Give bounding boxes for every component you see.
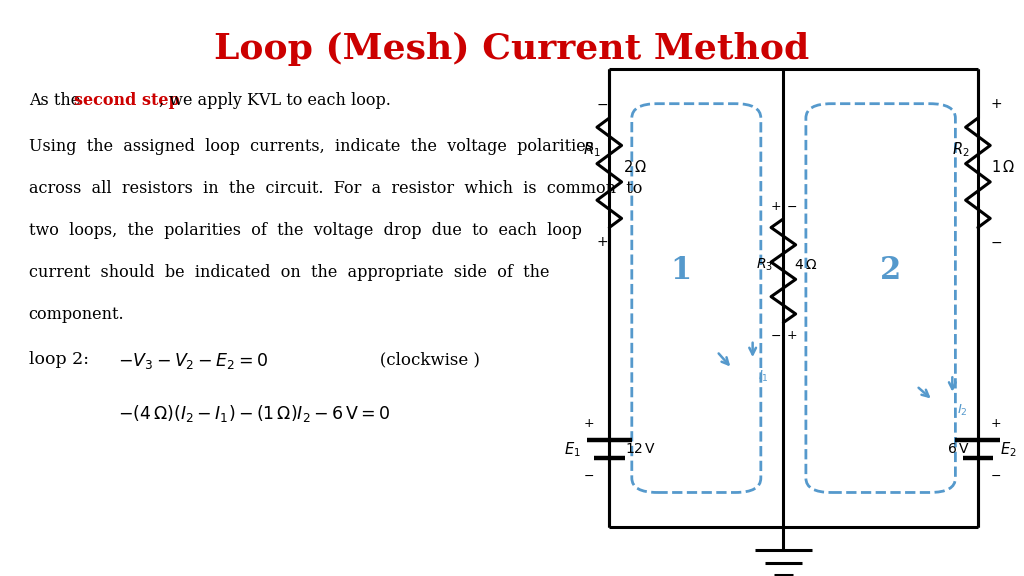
Text: $6\,\mathrm{V}$: $6\,\mathrm{V}$ xyxy=(947,442,970,456)
Text: $E_2$: $E_2$ xyxy=(1000,440,1017,458)
Text: $+$: $+$ xyxy=(584,417,594,430)
Text: $-$: $-$ xyxy=(584,469,594,482)
Text: $4\,\Omega$: $4\,\Omega$ xyxy=(794,258,817,272)
Text: across  all  resistors  in  the  circuit.  For  a  resistor  which  is  common  : across all resistors in the circuit. For… xyxy=(29,180,642,198)
Text: 2: 2 xyxy=(881,255,901,286)
Text: $-$: $-$ xyxy=(596,97,608,111)
Text: component.: component. xyxy=(29,306,124,324)
Text: $E_1$: $E_1$ xyxy=(564,440,581,458)
Text: $I_1$: $I_1$ xyxy=(758,369,769,384)
Text: $-$: $-$ xyxy=(990,469,1001,482)
Text: $-V_3 - V_2 - E_2 = 0$: $-V_3 - V_2 - E_2 = 0$ xyxy=(118,351,267,372)
Text: (clockwise ): (clockwise ) xyxy=(364,351,479,369)
Text: $I_2$: $I_2$ xyxy=(957,403,969,418)
Text: $-(4\,\Omega)(I_2 - I_1) - (1\,\Omega)I_2 - 6\,\mathrm{V} = 0$: $-(4\,\Omega)(I_2 - I_1) - (1\,\Omega)I_… xyxy=(118,403,390,424)
Text: current  should  be  indicated  on  the  appropriate  side  of  the: current should be indicated on the appro… xyxy=(29,264,549,282)
Text: $1\,\Omega$: $1\,\Omega$ xyxy=(991,159,1016,175)
Text: $-$: $-$ xyxy=(770,329,780,342)
Text: $+$: $+$ xyxy=(596,235,608,249)
Text: $R_1$: $R_1$ xyxy=(584,141,601,159)
Text: loop 2:: loop 2: xyxy=(29,351,89,369)
Text: $+$: $+$ xyxy=(990,97,1002,111)
Text: As the: As the xyxy=(29,92,85,109)
Text: $R_2$: $R_2$ xyxy=(952,141,970,159)
Text: $2\,\Omega$: $2\,\Omega$ xyxy=(623,159,647,175)
Text: $+$: $+$ xyxy=(770,200,780,213)
Text: 1: 1 xyxy=(671,255,691,286)
Text: Using  the  assigned  loop  currents,  indicate  the  voltage  polarities: Using the assigned loop currents, indica… xyxy=(29,138,594,156)
Text: two  loops,  the  polarities  of  the  voltage  drop  due  to  each  loop: two loops, the polarities of the voltage… xyxy=(29,222,582,240)
Text: $-$: $-$ xyxy=(786,200,797,213)
Text: $R_3$: $R_3$ xyxy=(756,257,773,273)
Text: $+$: $+$ xyxy=(990,417,1001,430)
Text: second step: second step xyxy=(74,92,179,109)
Text: $+$: $+$ xyxy=(786,329,797,342)
Text: Loop (Mesh) Current Method: Loop (Mesh) Current Method xyxy=(214,32,810,66)
Text: $12\,\mathrm{V}$: $12\,\mathrm{V}$ xyxy=(625,442,656,456)
Text: $-$: $-$ xyxy=(990,235,1002,249)
Text: , we apply KVL to each loop.: , we apply KVL to each loop. xyxy=(159,92,390,109)
